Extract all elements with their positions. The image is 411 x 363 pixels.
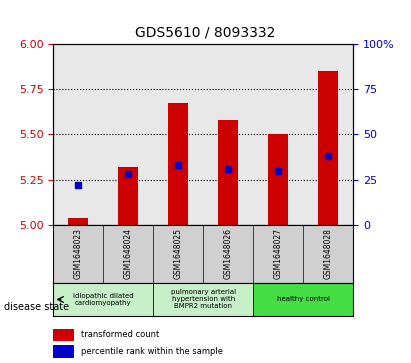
Text: percentile rank within the sample: percentile rank within the sample <box>81 347 223 356</box>
Text: pulmonary arterial
hypertension with
BMPR2 mutation: pulmonary arterial hypertension with BMP… <box>171 289 236 310</box>
Text: GSM1648025: GSM1648025 <box>174 228 183 279</box>
Text: GSM1648028: GSM1648028 <box>324 228 333 279</box>
Text: GSM1648024: GSM1648024 <box>120 227 128 283</box>
Bar <box>68 218 88 225</box>
Text: GSM1648027: GSM1648027 <box>274 228 283 279</box>
Bar <box>118 167 139 225</box>
Bar <box>53 283 153 316</box>
Bar <box>53 329 74 341</box>
Text: GSM1648027: GSM1648027 <box>270 227 278 283</box>
Text: GSM1648023: GSM1648023 <box>74 228 83 279</box>
Text: transformed count: transformed count <box>81 330 159 339</box>
Text: disease state: disease state <box>4 302 69 312</box>
Bar <box>53 345 74 358</box>
Bar <box>319 71 338 225</box>
Text: idiopathic dilated
cardiomyopathy: idiopathic dilated cardiomyopathy <box>73 293 134 306</box>
Bar <box>219 120 238 225</box>
Text: GSM1648028: GSM1648028 <box>319 227 328 283</box>
Text: GSM1648026: GSM1648026 <box>224 228 233 279</box>
Bar <box>153 283 254 316</box>
Bar <box>169 103 188 225</box>
Text: GSM1648024: GSM1648024 <box>124 228 133 279</box>
Text: GSM1648023: GSM1648023 <box>69 227 79 283</box>
Text: GSM1648025: GSM1648025 <box>169 227 178 283</box>
Text: GDS5610 / 8093332: GDS5610 / 8093332 <box>135 25 276 40</box>
Bar <box>268 134 289 225</box>
Text: healthy control: healthy control <box>277 297 330 302</box>
Bar <box>254 283 353 316</box>
Text: GSM1648026: GSM1648026 <box>219 227 229 283</box>
